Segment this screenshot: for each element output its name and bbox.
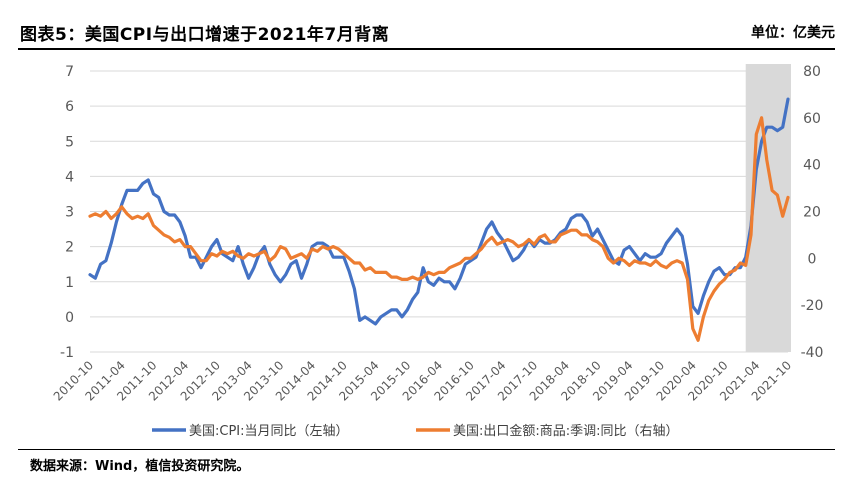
left-tick-label: 1 xyxy=(65,275,74,291)
unit-label: 单位：亿美元 xyxy=(751,25,835,41)
right-tick-label: 80 xyxy=(803,64,821,80)
source-divider xyxy=(18,449,835,450)
left-tick-label: 5 xyxy=(65,134,74,150)
title-divider xyxy=(18,48,835,50)
legend-label-cpi: 美国:CPI:当月同比（左轴） xyxy=(189,424,349,439)
line-chart: -1 0 1 2 3 4 5 6 7 -40 -20 0 20 40 60 80 2010-102011-0… xyxy=(51,64,824,439)
right-tick-label: -40 xyxy=(801,345,824,361)
right-tick-label: 20 xyxy=(803,205,821,221)
legend: 美国:CPI:当月同比（左轴） 美国:出口金额:商品:季调:同比（右轴） xyxy=(152,423,679,439)
left-axis-ticks: -1 0 1 2 3 4 5 6 7 xyxy=(60,64,74,361)
right-tick-label: 0 xyxy=(808,251,817,267)
left-tick-label: 0 xyxy=(65,310,74,326)
left-tick-label: 6 xyxy=(65,99,74,115)
right-tick-label: 40 xyxy=(803,158,821,174)
gridlines xyxy=(90,70,788,353)
source-note: 数据来源：Wind，植信投资研究院。 xyxy=(30,459,250,474)
export-line xyxy=(88,116,790,342)
series-lines xyxy=(88,97,790,342)
left-tick-label: 3 xyxy=(65,205,74,221)
right-tick-label: -20 xyxy=(801,298,824,314)
right-axis-ticks: -40 -20 0 20 40 60 80 xyxy=(801,64,824,361)
left-tick-label: 4 xyxy=(65,169,74,185)
left-tick-label: 2 xyxy=(65,240,74,256)
left-tick-label: 7 xyxy=(65,64,74,80)
x-axis-ticks: 2010-102011-042011-102012-042012-102013-… xyxy=(51,358,794,403)
figure-title: 图表5：美国CPI与出口增速于2021年7月背离 xyxy=(20,25,390,45)
legend-label-export: 美国:出口金额:商品:季调:同比（右轴） xyxy=(453,423,679,439)
cpi-line xyxy=(88,97,790,326)
left-tick-label: -1 xyxy=(60,345,74,361)
right-tick-label: 60 xyxy=(803,111,821,127)
